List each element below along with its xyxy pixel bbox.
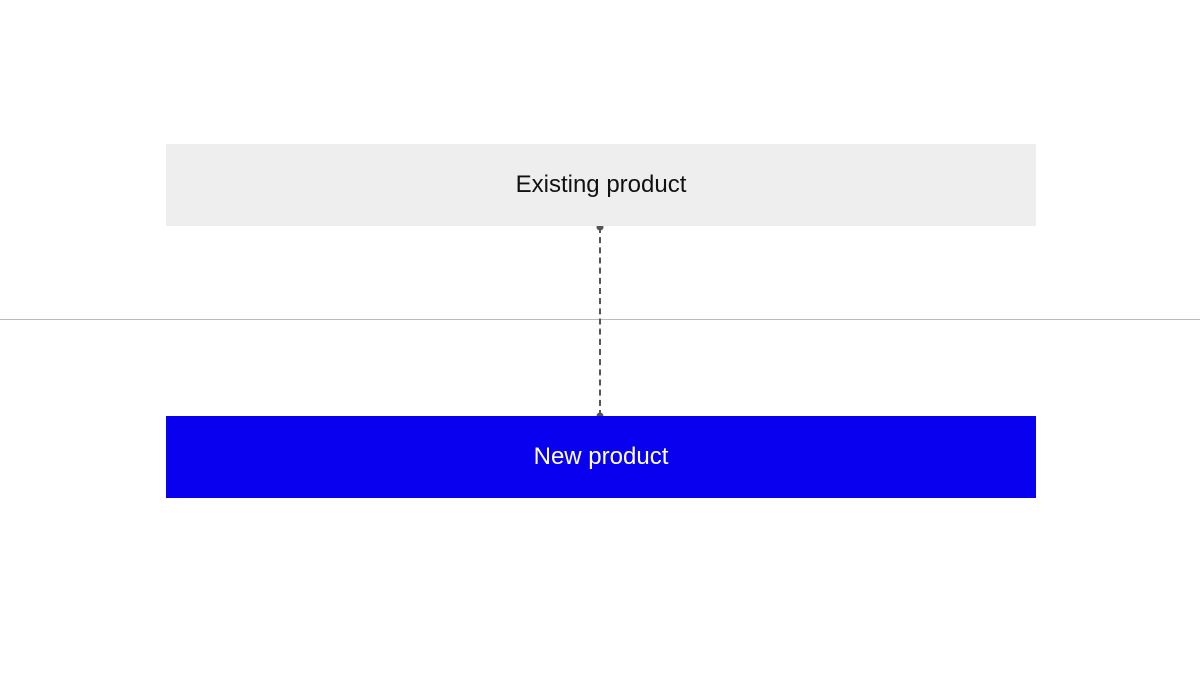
node-new-product: New product [166,416,1036,498]
node-label: Existing product [516,171,687,199]
node-existing-product: Existing product [166,144,1036,226]
connector-line [599,227,601,416]
node-label: New product [534,443,669,471]
diagram-canvas: Existing product New product [0,0,1200,675]
connector-existing-to-new [590,227,610,416]
